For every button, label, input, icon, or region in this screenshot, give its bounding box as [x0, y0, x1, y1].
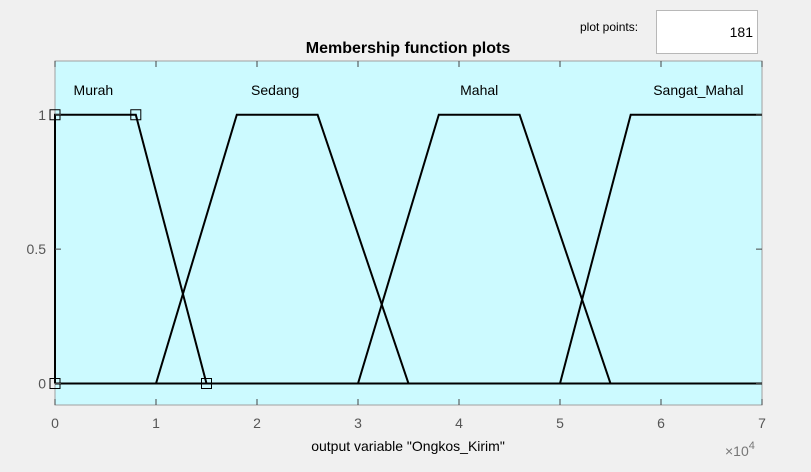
x-tick-label: 5	[556, 415, 564, 431]
series-line-sangat-mahal[interactable]	[55, 113, 762, 385]
series-label-sedang: Sedang	[251, 82, 299, 98]
vertex-marker[interactable]	[201, 378, 212, 389]
x-tick-label: 2	[253, 415, 261, 431]
vertex-marker[interactable]	[130, 109, 142, 121]
x-tick-label: 7	[758, 415, 766, 431]
plot-area[interactable]	[54, 60, 763, 406]
x-axis-label: output variable "Ongkos_Kirim"	[311, 438, 505, 454]
series-label-murah: Murah	[74, 82, 114, 98]
series-label-mahal: Mahal	[460, 82, 498, 98]
y-tick-label: 1	[38, 107, 46, 123]
x-tick-label: 1	[152, 415, 160, 431]
x-tick-label: 0	[51, 415, 59, 431]
y-tick-label: 0.5	[27, 241, 47, 257]
y-tick-label: 0	[38, 376, 46, 392]
x-tick-label: 3	[354, 415, 362, 431]
chart-title: Membership function plots	[306, 40, 511, 57]
series-label-sangat-mahal: Sangat_Mahal	[653, 82, 743, 98]
x-multiplier: ×104	[725, 440, 755, 459]
x-tick-label: 4	[455, 415, 463, 431]
plot-points-label: plot points:	[580, 20, 639, 34]
plot-points-input[interactable]	[656, 10, 758, 54]
x-tick-label: 6	[657, 415, 665, 431]
